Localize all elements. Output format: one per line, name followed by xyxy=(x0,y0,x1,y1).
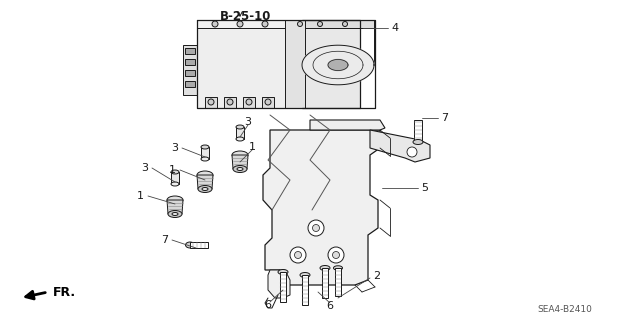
Circle shape xyxy=(298,21,303,26)
Circle shape xyxy=(294,251,301,258)
Ellipse shape xyxy=(333,266,342,270)
Polygon shape xyxy=(171,172,179,184)
Circle shape xyxy=(212,21,218,27)
Text: 3: 3 xyxy=(244,117,252,127)
Polygon shape xyxy=(205,97,217,108)
Ellipse shape xyxy=(171,170,179,174)
Circle shape xyxy=(312,225,319,232)
Circle shape xyxy=(333,251,339,258)
Polygon shape xyxy=(335,268,341,296)
Circle shape xyxy=(265,99,271,105)
Text: 4: 4 xyxy=(391,23,398,33)
Polygon shape xyxy=(302,20,374,28)
Polygon shape xyxy=(183,45,197,95)
Text: FR.: FR. xyxy=(53,286,76,299)
Ellipse shape xyxy=(233,166,247,173)
Text: 6: 6 xyxy=(264,300,271,310)
Polygon shape xyxy=(310,120,385,130)
Ellipse shape xyxy=(236,137,244,141)
Ellipse shape xyxy=(172,212,178,216)
Polygon shape xyxy=(302,45,374,85)
Polygon shape xyxy=(185,81,195,87)
Text: 6: 6 xyxy=(326,301,333,311)
Polygon shape xyxy=(414,120,422,142)
Text: 1: 1 xyxy=(137,191,144,201)
Circle shape xyxy=(246,99,252,105)
Polygon shape xyxy=(262,97,274,108)
Circle shape xyxy=(342,21,348,26)
Ellipse shape xyxy=(201,145,209,149)
Text: 7: 7 xyxy=(161,235,168,245)
Polygon shape xyxy=(280,272,286,302)
Ellipse shape xyxy=(278,270,288,275)
Polygon shape xyxy=(236,127,244,139)
Polygon shape xyxy=(224,97,236,108)
Text: 3: 3 xyxy=(141,163,148,173)
Polygon shape xyxy=(322,268,328,298)
Ellipse shape xyxy=(167,196,183,204)
Polygon shape xyxy=(328,60,348,70)
Ellipse shape xyxy=(202,188,208,190)
Ellipse shape xyxy=(171,182,179,186)
Text: 2: 2 xyxy=(373,271,380,281)
Polygon shape xyxy=(287,28,360,108)
Text: 7: 7 xyxy=(441,113,448,123)
Polygon shape xyxy=(167,200,183,214)
Polygon shape xyxy=(370,130,430,162)
Circle shape xyxy=(290,247,306,263)
Ellipse shape xyxy=(201,157,209,161)
Polygon shape xyxy=(243,97,255,108)
Polygon shape xyxy=(201,147,209,159)
Ellipse shape xyxy=(232,151,248,159)
Polygon shape xyxy=(197,20,290,28)
Circle shape xyxy=(262,21,268,27)
Ellipse shape xyxy=(237,167,243,170)
Text: 1: 1 xyxy=(169,165,176,175)
Circle shape xyxy=(208,99,214,105)
Polygon shape xyxy=(197,28,290,108)
Ellipse shape xyxy=(198,186,212,192)
Ellipse shape xyxy=(236,125,244,129)
Polygon shape xyxy=(185,48,195,54)
Polygon shape xyxy=(197,175,213,189)
Polygon shape xyxy=(302,275,308,305)
Text: 3: 3 xyxy=(171,143,178,153)
Circle shape xyxy=(317,21,323,26)
Polygon shape xyxy=(185,70,195,76)
Polygon shape xyxy=(232,155,248,169)
Ellipse shape xyxy=(320,265,330,271)
Polygon shape xyxy=(263,130,380,285)
Polygon shape xyxy=(185,59,195,65)
Circle shape xyxy=(308,220,324,236)
Ellipse shape xyxy=(197,171,213,179)
Polygon shape xyxy=(268,270,290,298)
Text: B-25-10: B-25-10 xyxy=(220,10,271,23)
Ellipse shape xyxy=(168,211,182,218)
Ellipse shape xyxy=(186,242,195,248)
Circle shape xyxy=(237,21,243,27)
Ellipse shape xyxy=(413,139,423,145)
Circle shape xyxy=(328,247,344,263)
Polygon shape xyxy=(287,20,360,28)
Ellipse shape xyxy=(300,272,310,278)
Text: SEA4-B2410: SEA4-B2410 xyxy=(537,306,592,315)
Circle shape xyxy=(227,99,233,105)
Polygon shape xyxy=(190,242,208,248)
Text: 1: 1 xyxy=(248,142,255,152)
Polygon shape xyxy=(285,20,305,108)
Text: 5: 5 xyxy=(421,183,428,193)
Circle shape xyxy=(407,147,417,157)
